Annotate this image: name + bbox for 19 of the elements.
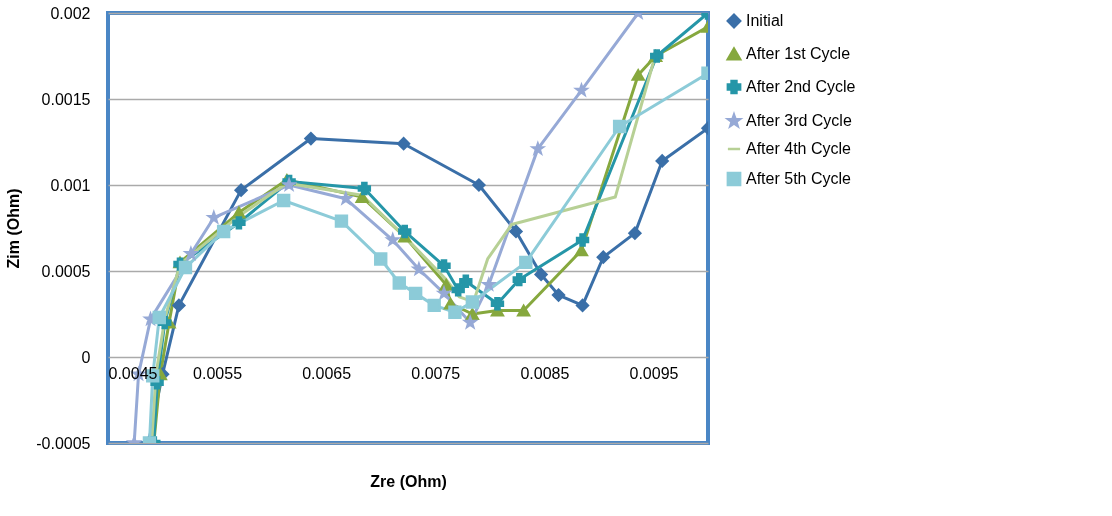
y-tick-label: 0.0005 — [41, 262, 91, 280]
y-tick-label: 0 — [81, 348, 91, 366]
legend-label: After 4th Cycle — [746, 140, 852, 157]
legend-label: After 5th Cycle — [746, 170, 852, 187]
y-tick-label: 0.002 — [50, 4, 91, 22]
x-tick-label: 0.0075 — [411, 364, 461, 382]
legend-label: After 3rd Cycle — [746, 112, 852, 129]
y-tick-label: -0.0005 — [36, 434, 91, 452]
x-tick-label: 0.0065 — [302, 364, 352, 382]
x-axis-title: Zre (Ohm) — [370, 472, 447, 490]
legend-label: After 2nd Cycle — [746, 78, 856, 95]
legend-label: Initial — [746, 12, 784, 29]
y-tick-label: 0.0015 — [41, 90, 91, 108]
x-tick-label: 0.0085 — [520, 364, 570, 382]
y-tick-label: 0.001 — [50, 176, 91, 194]
y-axis-title: Zim (Ohm) — [5, 188, 23, 269]
x-tick-label: 0.0055 — [193, 364, 243, 382]
legend-label: After 1st Cycle — [746, 45, 851, 62]
x-tick-label: 0.0095 — [629, 364, 679, 382]
